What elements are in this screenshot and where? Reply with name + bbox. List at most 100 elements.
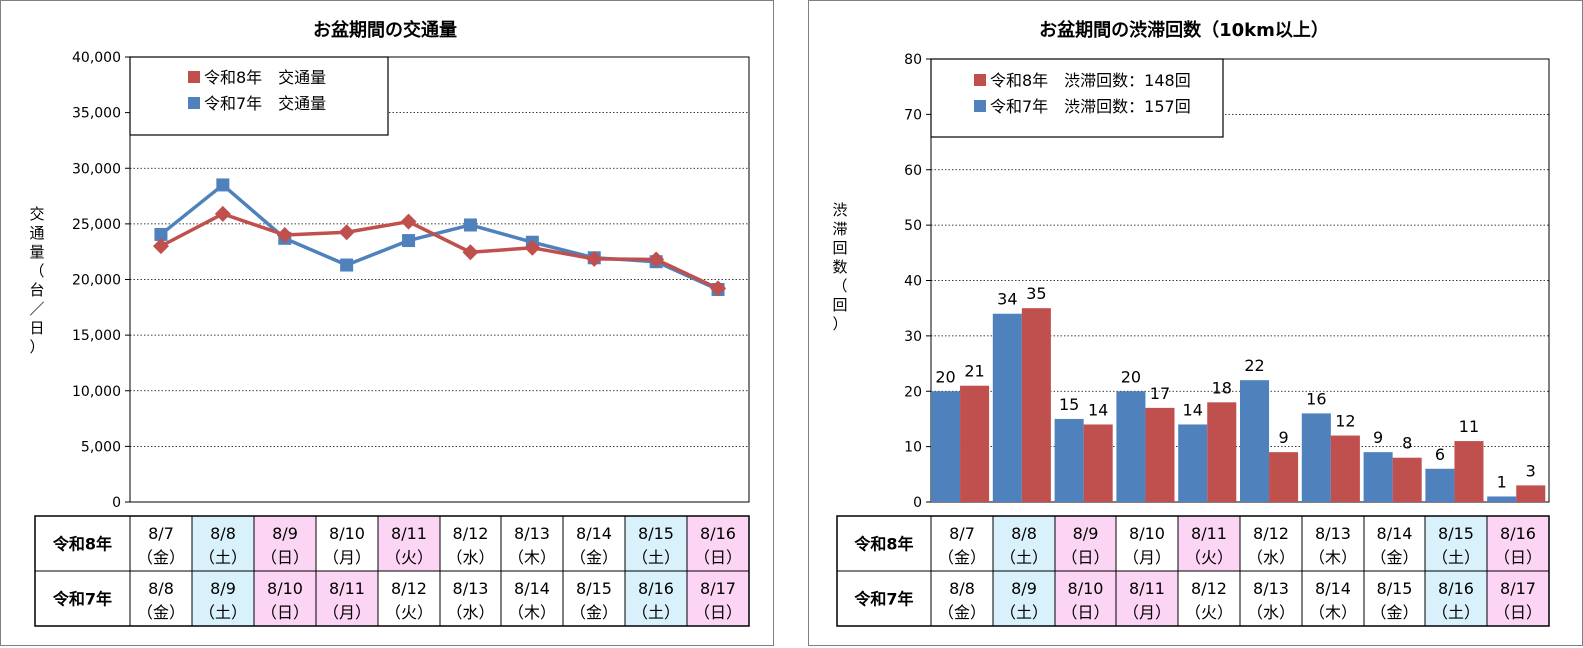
y-tick-label: 30,000 [72, 161, 121, 177]
table-row-header-cell [34, 515, 131, 572]
legend-swatch [974, 100, 986, 112]
bar-value-label: 15 [1059, 395, 1079, 414]
table-date-cell [1054, 570, 1117, 627]
table-date-cell [191, 515, 255, 572]
table-date: 8/16 [700, 524, 736, 543]
legend-swatch [974, 74, 986, 86]
bar [960, 385, 990, 502]
table-date-cell [1054, 515, 1117, 572]
data-point-diamond [400, 213, 417, 230]
bar-value-label: 12 [1335, 412, 1355, 431]
table-date-cell [624, 515, 688, 572]
table-date-cell [686, 515, 750, 572]
table-date: 8/7 [949, 524, 975, 543]
bar [1054, 418, 1084, 502]
table-weekday: （日） [1061, 603, 1109, 622]
table-border [34, 515, 750, 627]
table-date-cell [129, 570, 193, 627]
data-point-diamond [524, 239, 541, 256]
y-tick-label: 40,000 [72, 50, 121, 66]
table-date-cell [562, 515, 626, 572]
table-date: 8/14 [1377, 524, 1413, 543]
table-date: 8/16 [1500, 524, 1536, 543]
data-point-square [216, 178, 230, 192]
table-border [836, 515, 1550, 627]
y-axis-label: 渋滞回数（回） [832, 201, 847, 333]
table-weekday: （火） [1185, 548, 1233, 567]
table-date-cell [1115, 515, 1179, 572]
table-date-cell [624, 570, 688, 627]
y-tick-label: 0 [112, 495, 121, 511]
bar [1516, 485, 1546, 502]
table-date: 8/15 [576, 579, 612, 598]
table-weekday: （木） [1309, 603, 1357, 622]
bar-value-label: 8 [1402, 434, 1412, 453]
y-tick-label: 0 [913, 495, 922, 511]
table-date: 8/9 [210, 579, 236, 598]
table-date: 8/17 [1500, 579, 1536, 598]
table-weekday: （土） [1432, 603, 1480, 622]
table-row-header-cell [836, 570, 932, 627]
table-weekday: （土） [632, 548, 680, 567]
table-date: 8/9 [1011, 579, 1037, 598]
data-point-diamond [214, 205, 231, 222]
bar [1240, 380, 1270, 502]
table-date-cell [1177, 515, 1241, 572]
table-date-cell [686, 570, 750, 627]
table-weekday: （金） [570, 548, 618, 567]
traffic-volume-panel: お盆期間の交通量 0 5,000 10,000 15,000 20,000 25,000 30… [0, 0, 774, 646]
bar-value-label: 18 [1212, 378, 1232, 397]
table-date: 8/17 [700, 579, 736, 598]
table-date: 8/13 [453, 579, 489, 598]
y-tick-label: 5,000 [81, 439, 121, 455]
table-weekday: （日） [694, 603, 742, 622]
legend-label: 令和7年 渋滞回数：157回 [990, 97, 1191, 116]
table-date: 8/7 [148, 524, 174, 543]
y-tick-label: 10 [904, 440, 922, 456]
table-date-cell [500, 570, 564, 627]
table-date: 8/9 [1073, 524, 1099, 543]
bar-value-label: 9 [1373, 428, 1383, 447]
table-weekday: （火） [385, 548, 433, 567]
table-date-cell [1424, 570, 1488, 627]
y-tick-label: 30 [904, 329, 922, 345]
table-date: 8/15 [1438, 524, 1474, 543]
congestion-count-chart: お盆期間の渋滞回数（10km以上） 0 10 20 30 40 50 60 70 80 渋滞回数（回… [832, 19, 1550, 627]
table-date: 8/14 [514, 579, 550, 598]
data-point-square [402, 234, 416, 248]
table-date-cell [315, 515, 379, 572]
bar [1145, 407, 1175, 502]
table-date-cell [930, 515, 994, 572]
table-weekday: （日） [1494, 548, 1542, 567]
table-date: 8/10 [267, 579, 303, 598]
bar-value-label: 3 [1526, 461, 1536, 480]
table-date-cell [439, 570, 502, 627]
y-tick-label: 15,000 [72, 328, 121, 344]
table-date-cell [1301, 515, 1365, 572]
table-weekday: （木） [508, 548, 556, 567]
data-point-square [154, 227, 168, 241]
table-date-cell [992, 570, 1056, 627]
bar [1330, 435, 1360, 502]
table-date: 8/8 [1011, 524, 1037, 543]
bar [1178, 424, 1208, 502]
table-date: 8/8 [949, 579, 975, 598]
table-weekday: （土） [1000, 548, 1048, 567]
data-point-diamond [462, 244, 479, 261]
bar-value-label: 14 [1088, 400, 1108, 419]
table-weekday: （月） [1123, 603, 1171, 622]
table-date: 8/11 [1191, 524, 1227, 543]
bar [1392, 457, 1422, 502]
table-date: 8/12 [391, 579, 427, 598]
y-tick-label: 25,000 [72, 217, 121, 233]
table-weekday: （水） [1247, 548, 1295, 567]
bar-value-label: 21 [964, 362, 984, 381]
bar-value-label: 35 [1026, 284, 1046, 303]
legend-box [930, 58, 1224, 138]
data-point-square [340, 258, 354, 272]
y-tick-label: 20 [904, 384, 922, 400]
table-date: 8/15 [1377, 579, 1413, 598]
data-point-diamond [276, 227, 293, 243]
y-axis-label: 交通量（台／日） [29, 205, 44, 356]
table-weekday: （日） [694, 548, 742, 567]
